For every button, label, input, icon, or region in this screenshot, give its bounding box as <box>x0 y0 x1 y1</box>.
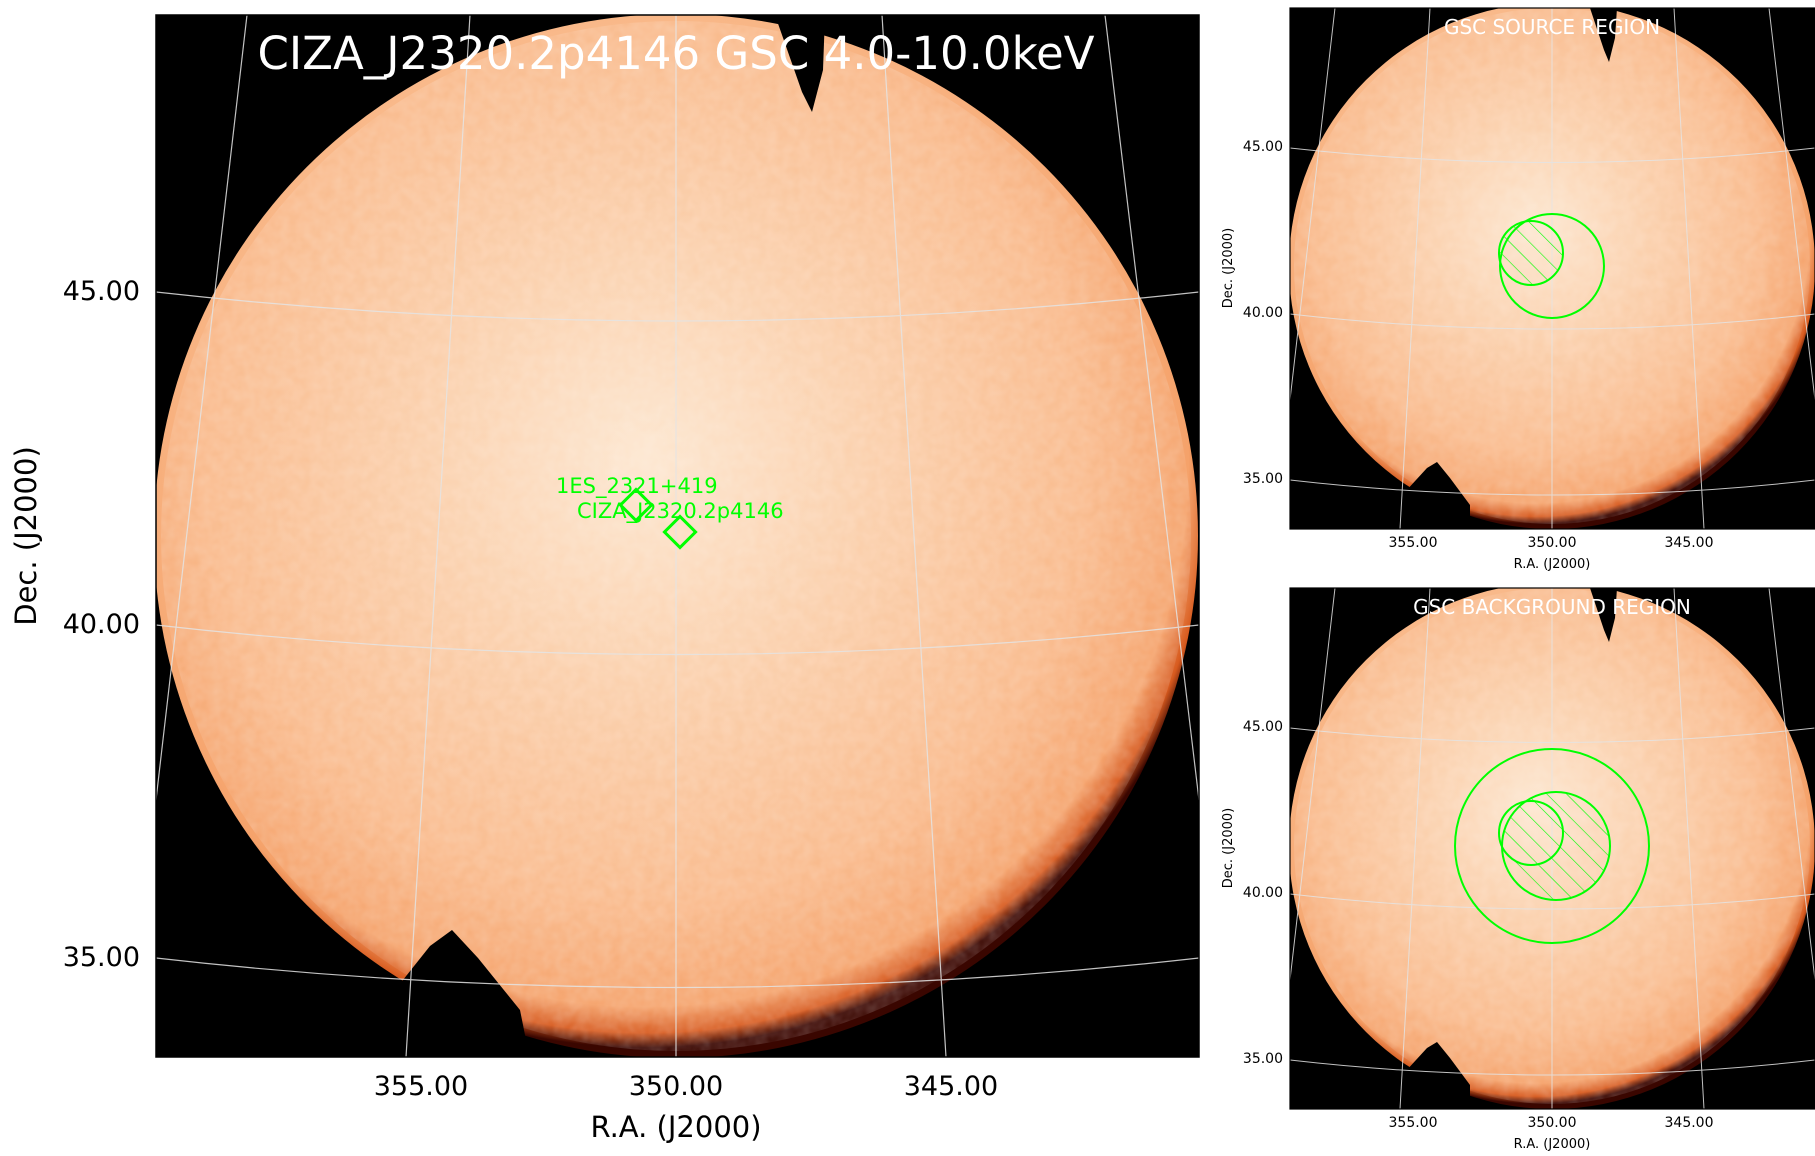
background-y-tick-40: 40.00 <box>1243 885 1283 901</box>
main-fov-notch-top <box>775 15 825 112</box>
source-x-axis-label: R.A. (J2000) <box>1514 557 1591 572</box>
background-y-tick-35: 35.00 <box>1243 1051 1283 1067</box>
main-y-axis-label: Dec. (J2000) <box>9 446 43 626</box>
background-fov-notch-bottom <box>1405 1042 1470 1109</box>
main-coordinate-grid <box>156 15 1199 1057</box>
main-panel: 1ES_2321+419 CIZA_J2320.2p4146 CIZA_J232… <box>9 14 1200 1144</box>
main-x-ticks: 355.00 350.00 345.00 <box>374 1071 998 1102</box>
source-label-1es: 1ES_2321+419 <box>556 474 718 499</box>
source-region-hatched-circle <box>1498 220 1564 286</box>
source-region-circle <box>1499 213 1605 319</box>
source-marker-ciza <box>662 514 698 550</box>
background-excluded-source-circle <box>1498 800 1564 866</box>
background-x-tick-355: 355.00 <box>1389 1115 1438 1131</box>
background-y-axis-label: Dec. (J2000) <box>1221 808 1236 888</box>
source-fov-notch-top <box>1590 8 1617 62</box>
main-fov-notch-bottom <box>395 930 530 1057</box>
source-y-tick-35: 35.00 <box>1243 471 1283 487</box>
background-regions <box>1454 748 1650 944</box>
background-annulus-outer-circle <box>1454 748 1650 944</box>
main-title: CIZA_J2320.2p4146 GSC 4.0-10.0keV <box>257 27 1094 80</box>
source-panel-title: GSC SOURCE REGION <box>1444 15 1660 39</box>
background-coordinate-grid <box>1290 588 1815 1109</box>
main-y-tick-45: 45.00 <box>63 276 140 307</box>
source-panel: GSC SOURCE REGION 45.00 40.00 35.00 355.… <box>1221 7 1815 572</box>
main-source-markers <box>618 487 698 550</box>
background-x-tick-350: 350.00 <box>1528 1115 1577 1131</box>
source-fov-notch-bottom <box>1405 462 1470 529</box>
background-x-axis-label: R.A. (J2000) <box>1514 1137 1591 1152</box>
source-coordinate-grid <box>1290 8 1815 529</box>
main-y-tick-35: 35.00 <box>63 942 140 973</box>
source-frame <box>1289 7 1815 530</box>
background-x-tick-345: 345.00 <box>1665 1115 1714 1131</box>
main-x-axis-label: R.A. (J2000) <box>590 1110 761 1144</box>
source-marker-1es <box>618 487 654 523</box>
source-x-tick-350: 350.00 <box>1528 535 1577 551</box>
background-hatched-circle <box>1501 791 1611 901</box>
main-y-tick-40: 40.00 <box>63 609 140 640</box>
main-x-tick-350: 350.00 <box>629 1071 723 1102</box>
background-panel: GSC BACKGROUND REGION 45.00 40.00 35.00 … <box>1221 587 1815 1152</box>
background-fov-notch-top <box>1590 588 1617 642</box>
source-x-tick-345: 345.00 <box>1665 535 1714 551</box>
background-y-tick-45: 45.00 <box>1243 719 1283 735</box>
main-fov-disk <box>156 15 1198 1057</box>
main-y-ticks: 45.00 40.00 35.00 <box>63 276 140 973</box>
source-y-axis-label: Dec. (J2000) <box>1221 228 1236 308</box>
source-y-tick-40: 40.00 <box>1243 305 1283 321</box>
main-x-tick-355: 355.00 <box>374 1071 468 1102</box>
main-frame <box>155 14 1200 1058</box>
source-y-tick-45: 45.00 <box>1243 139 1283 155</box>
background-panel-title: GSC BACKGROUND REGION <box>1413 595 1691 619</box>
source-regions <box>1498 213 1605 319</box>
background-frame <box>1289 587 1815 1110</box>
source-x-tick-355: 355.00 <box>1389 535 1438 551</box>
source-label-ciza: CIZA_J2320.2p4146 <box>577 499 784 524</box>
main-x-tick-345: 345.00 <box>904 1071 998 1102</box>
